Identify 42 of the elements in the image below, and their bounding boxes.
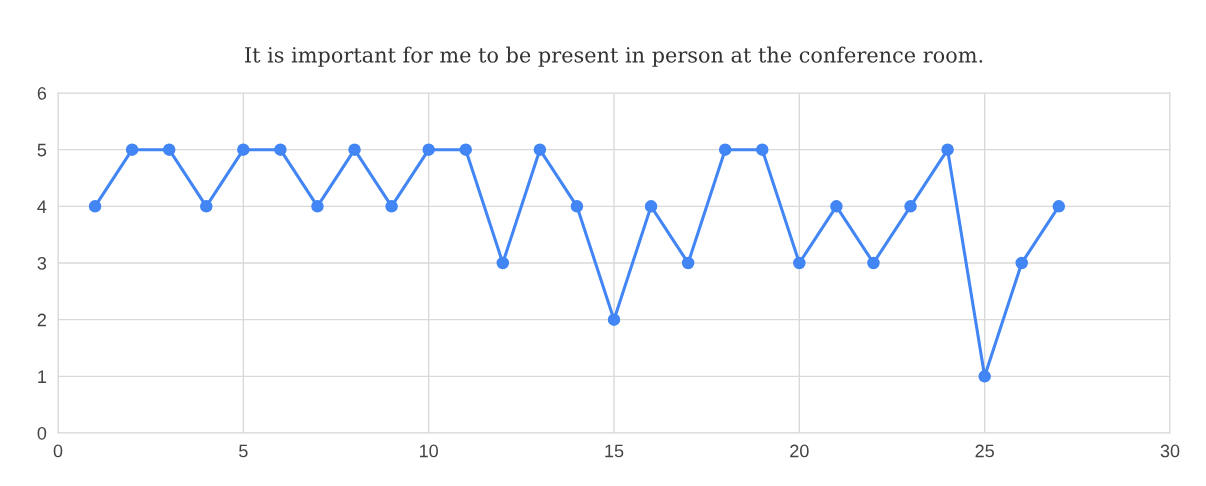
- point: [496, 256, 510, 270]
- x-tick-label: 30: [1160, 444, 1180, 458]
- point: [1052, 200, 1066, 213]
- point: [274, 143, 287, 156]
- x-tick-label: 10: [420, 444, 438, 458]
- point: [200, 200, 213, 213]
- point: [644, 200, 658, 213]
- y-tick-label: 2: [37, 313, 46, 327]
- point: [793, 256, 806, 270]
- x-tick-label: 20: [790, 444, 809, 458]
- point: [1015, 256, 1028, 270]
- point: [756, 143, 769, 156]
- point: [385, 200, 398, 213]
- y-tick-label: 6: [37, 86, 47, 100]
- point: [459, 143, 472, 156]
- y-tick-label: 3: [37, 256, 47, 270]
- point: [830, 200, 843, 213]
- point: [904, 200, 917, 213]
- point: [125, 143, 139, 156]
- chart-title: It is important for me to be present in person at the conference room.: [245, 46, 983, 67]
- point: [570, 200, 584, 213]
- y-tick-label: 5: [37, 143, 47, 157]
- point: [237, 143, 250, 156]
- point: [311, 200, 324, 213]
- point: [88, 200, 102, 213]
- point: [162, 143, 176, 156]
- y-tick-label: 1: [38, 370, 47, 383]
- point: [681, 256, 695, 270]
- point: [533, 143, 547, 156]
- point: [348, 143, 361, 156]
- x-tick-label: 5: [239, 444, 248, 458]
- x-tick-label: 15: [605, 444, 624, 458]
- point: [941, 143, 954, 156]
- point: [607, 313, 621, 326]
- point: [718, 143, 732, 156]
- x-tick-label: 25: [975, 444, 994, 458]
- point: [978, 370, 991, 383]
- x-tick-label: 0: [53, 444, 63, 458]
- y-tick-label: 4: [37, 200, 47, 213]
- y-tick-label: 0: [37, 426, 47, 440]
- point: [867, 256, 880, 270]
- point: [422, 143, 435, 156]
